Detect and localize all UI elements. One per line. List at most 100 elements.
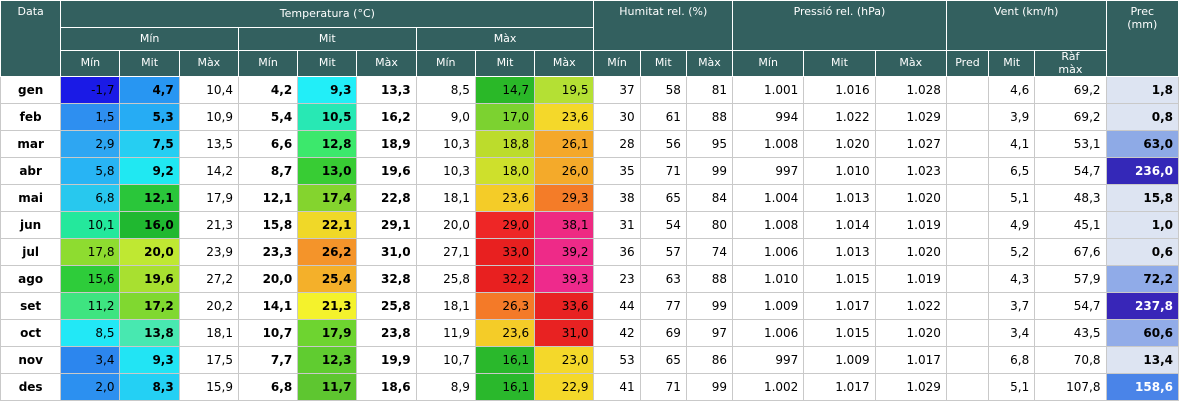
header-temp-min-group: Mín — [60, 27, 239, 51]
cell-hum-max: 97 — [685, 319, 734, 348]
cell-tmin-max: 23,9 — [178, 238, 239, 267]
cell-tmax-mit: 29,0 — [474, 211, 536, 240]
cell-month: nov — [0, 346, 62, 375]
cell-hum-mit: 58 — [639, 76, 687, 105]
header-pressio: Pressió rel. (hPa) — [732, 0, 947, 51]
cell-tmax-min: 18,1 — [415, 184, 476, 213]
cell-pres-max: 1.022 — [874, 292, 947, 321]
cell-pres-mit: 1.016 — [803, 76, 876, 105]
cell-pres-max: 1.019 — [874, 211, 947, 240]
cell-tmin-min: 1,5 — [60, 103, 121, 132]
cell-tmax-max: 23,6 — [534, 103, 595, 132]
cell-hum-mit: 71 — [639, 157, 687, 186]
cell-tmin-min: 17,8 — [60, 238, 121, 267]
cell-tmit-mit: 22,1 — [297, 211, 358, 240]
cell-prec: 60,6 — [1105, 319, 1179, 348]
header-prec: Prec (mm) — [1105, 0, 1179, 78]
cell-tmin-max: 21,3 — [178, 211, 239, 240]
header-tmit-min: Mín — [237, 49, 299, 78]
cell-vent-mit: 5,2 — [988, 238, 1036, 267]
cell-hum-max: 88 — [685, 103, 734, 132]
cell-hum-min: 37 — [593, 76, 641, 105]
cell-vent-pred — [945, 130, 990, 159]
cell-tmax-max: 29,3 — [534, 184, 595, 213]
cell-month: set — [0, 292, 62, 321]
cell-vent-raf: 107,8 — [1034, 373, 1107, 402]
cell-tmax-mit: 23,6 — [474, 319, 536, 348]
table-row: feb 1,5 5,3 10,9 5,4 10,5 16,2 9,0 17,0 23,6 30 61 8… — [0, 103, 1179, 132]
cell-pres-mit: 1.013 — [803, 184, 876, 213]
cell-pres-mit: 1.022 — [803, 103, 876, 132]
cell-pres-mit: 1.015 — [803, 265, 876, 294]
cell-hum-mit: 54 — [639, 211, 687, 240]
cell-tmit-min: 7,7 — [237, 346, 299, 375]
cell-hum-mit: 57 — [639, 238, 687, 267]
cell-tmin-max: 20,2 — [178, 292, 239, 321]
cell-month: jul — [0, 238, 62, 267]
cell-tmin-max: 10,9 — [178, 103, 239, 132]
cell-pres-mit: 1.017 — [803, 373, 876, 402]
cell-tmit-min: 12,1 — [237, 184, 299, 213]
cell-pres-min: 1.010 — [732, 265, 805, 294]
cell-tmin-min: 11,2 — [60, 292, 121, 321]
cell-tmax-min: 9,0 — [415, 103, 476, 132]
header-vent-mit: Mit — [988, 49, 1036, 78]
header-tmin-mit: Mit — [119, 49, 180, 78]
cell-tmin-mit: 12,1 — [119, 184, 180, 213]
table-row: ago 15,6 19,6 27,2 20,0 25,4 32,8 25,8 32,2 39,3 2… — [0, 265, 1179, 294]
cell-tmit-max: 18,6 — [356, 373, 417, 402]
cell-tmit-mit: 12,3 — [297, 346, 358, 375]
cell-pres-min: 1.006 — [732, 238, 805, 267]
table-row: des 2,0 8,3 15,9 6,8 11,7 18,6 8,9 16,1 22,9 41 71 9… — [0, 373, 1179, 402]
header-prec-line2: (mm) — [1127, 17, 1158, 31]
cell-tmit-mit: 10,5 — [297, 103, 358, 132]
cell-tmin-max: 18,1 — [178, 319, 239, 348]
cell-tmax-mit: 23,6 — [474, 184, 536, 213]
cell-pres-max: 1.020 — [874, 184, 947, 213]
header-tmax-mit: Mit — [474, 49, 536, 78]
header-prec-line1: Prec — [1130, 5, 1155, 18]
cell-pres-min: 1.008 — [732, 130, 805, 159]
cell-tmit-mit: 25,4 — [297, 265, 358, 294]
header-pres-max: Màx — [874, 49, 947, 78]
table-row: mai 6,8 12,1 17,9 12,1 17,4 22,8 18,1 23,6 29,3 38… — [0, 184, 1179, 213]
cell-vent-raf: 54,7 — [1034, 292, 1107, 321]
cell-vent-raf: 45,1 — [1034, 211, 1107, 240]
cell-vent-pred — [945, 265, 990, 294]
cell-pres-min: 1.004 — [732, 184, 805, 213]
cell-tmin-max: 17,9 — [178, 184, 239, 213]
cell-hum-max: 95 — [685, 130, 734, 159]
cell-tmax-max: 38,1 — [534, 211, 595, 240]
cell-tmit-max: 32,8 — [356, 265, 417, 294]
cell-hum-min: 23 — [593, 265, 641, 294]
cell-tmin-mit: 16,0 — [119, 211, 180, 240]
cell-tmit-max: 13,3 — [356, 76, 417, 105]
cell-tmit-max: 25,8 — [356, 292, 417, 321]
cell-hum-min: 53 — [593, 346, 641, 375]
cell-hum-max: 88 — [685, 265, 734, 294]
cell-hum-min: 28 — [593, 130, 641, 159]
cell-hum-mit: 56 — [639, 130, 687, 159]
cell-pres-max: 1.023 — [874, 157, 947, 186]
cell-tmax-max: 33,6 — [534, 292, 595, 321]
cell-hum-min: 41 — [593, 373, 641, 402]
cell-hum-mit: 61 — [639, 103, 687, 132]
cell-vent-pred — [945, 238, 990, 267]
cell-hum-max: 81 — [685, 76, 734, 105]
cell-vent-mit: 3,9 — [988, 103, 1036, 132]
cell-pres-mit: 1.020 — [803, 130, 876, 159]
header-pres-mit: Mit — [803, 49, 876, 78]
cell-tmax-max: 31,0 — [534, 319, 595, 348]
cell-tmax-min: 20,0 — [415, 211, 476, 240]
cell-pres-min: 1.001 — [732, 76, 805, 105]
header-raf-line1: Ràf — [1061, 50, 1080, 63]
cell-tmax-max: 39,3 — [534, 265, 595, 294]
cell-tmin-mit: 4,7 — [119, 76, 180, 105]
cell-tmax-mit: 18,0 — [474, 157, 536, 186]
cell-pres-mit: 1.017 — [803, 292, 876, 321]
cell-month: ago — [0, 265, 62, 294]
header-hum-min: Mín — [593, 49, 641, 78]
cell-tmit-mit: 12,8 — [297, 130, 358, 159]
cell-month: jun — [0, 211, 62, 240]
